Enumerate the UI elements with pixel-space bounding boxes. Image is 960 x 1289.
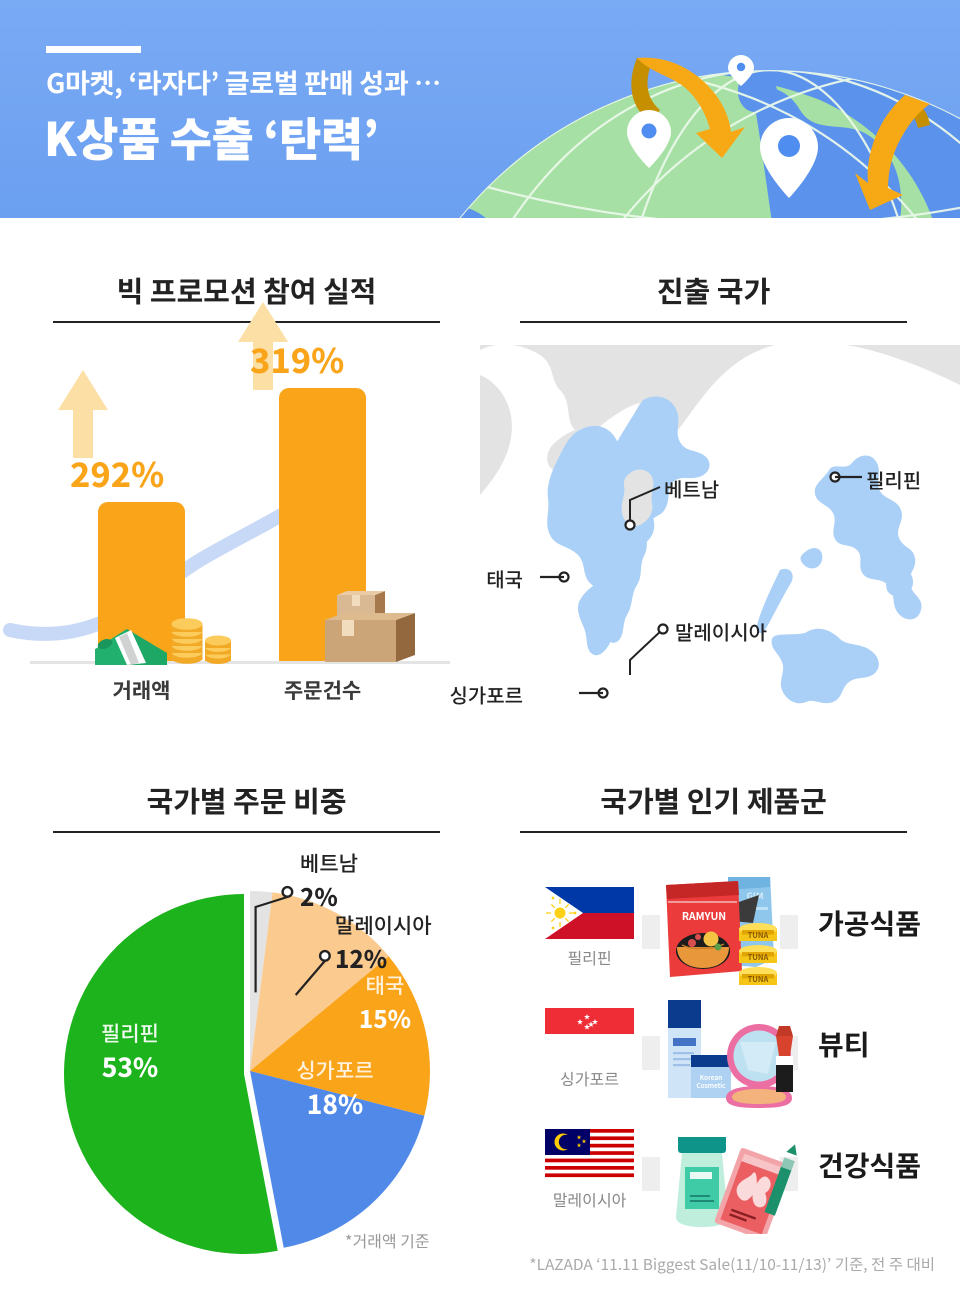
svg-text:TUNA: TUNA xyxy=(748,930,769,941)
svg-text:TUNA: TUNA xyxy=(748,952,769,963)
svg-text:TUNA: TUNA xyxy=(748,974,769,985)
svg-text:RAMYUN: RAMYUN xyxy=(682,909,726,924)
svg-text:Cosmetic: Cosmetic xyxy=(696,1080,726,1090)
